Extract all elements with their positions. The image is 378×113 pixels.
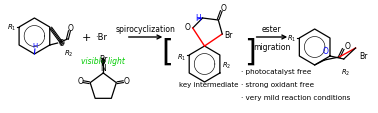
Text: +: + <box>82 33 91 43</box>
Text: Br: Br <box>99 54 107 63</box>
Text: $R_2$: $R_2$ <box>222 60 231 71</box>
Text: ]: ] <box>244 37 256 66</box>
Text: O: O <box>59 38 65 47</box>
Text: O: O <box>344 42 350 51</box>
Text: H: H <box>32 43 37 49</box>
Text: ·Br: ·Br <box>95 32 107 41</box>
Text: · very mild reaction conditions: · very mild reaction conditions <box>241 94 350 100</box>
Text: O: O <box>77 77 83 85</box>
Text: O: O <box>322 47 328 55</box>
Text: $R_2$: $R_2$ <box>341 67 350 78</box>
Text: $R_2$: $R_2$ <box>65 49 74 59</box>
Text: key intermediate: key intermediate <box>179 81 238 87</box>
Text: migration: migration <box>253 43 291 52</box>
Text: O: O <box>185 23 191 32</box>
Text: visible light: visible light <box>81 57 125 66</box>
Text: O: O <box>123 77 129 85</box>
Text: · photocatalyst free: · photocatalyst free <box>241 68 311 74</box>
Text: spirocyclization: spirocyclization <box>116 25 175 34</box>
Text: Br: Br <box>359 52 368 60</box>
Text: H: H <box>195 13 201 22</box>
Text: N: N <box>101 63 106 72</box>
Text: · strong oxidant free: · strong oxidant free <box>241 81 314 87</box>
Text: $R_1$: $R_1$ <box>7 23 16 33</box>
Text: Br: Br <box>224 30 232 39</box>
Text: [: [ <box>161 37 173 66</box>
Text: O: O <box>67 24 73 33</box>
Text: O: O <box>220 4 226 13</box>
Text: $R_1$: $R_1$ <box>177 52 186 63</box>
Text: $R_1$: $R_1$ <box>287 34 296 44</box>
Text: ester: ester <box>262 25 282 34</box>
